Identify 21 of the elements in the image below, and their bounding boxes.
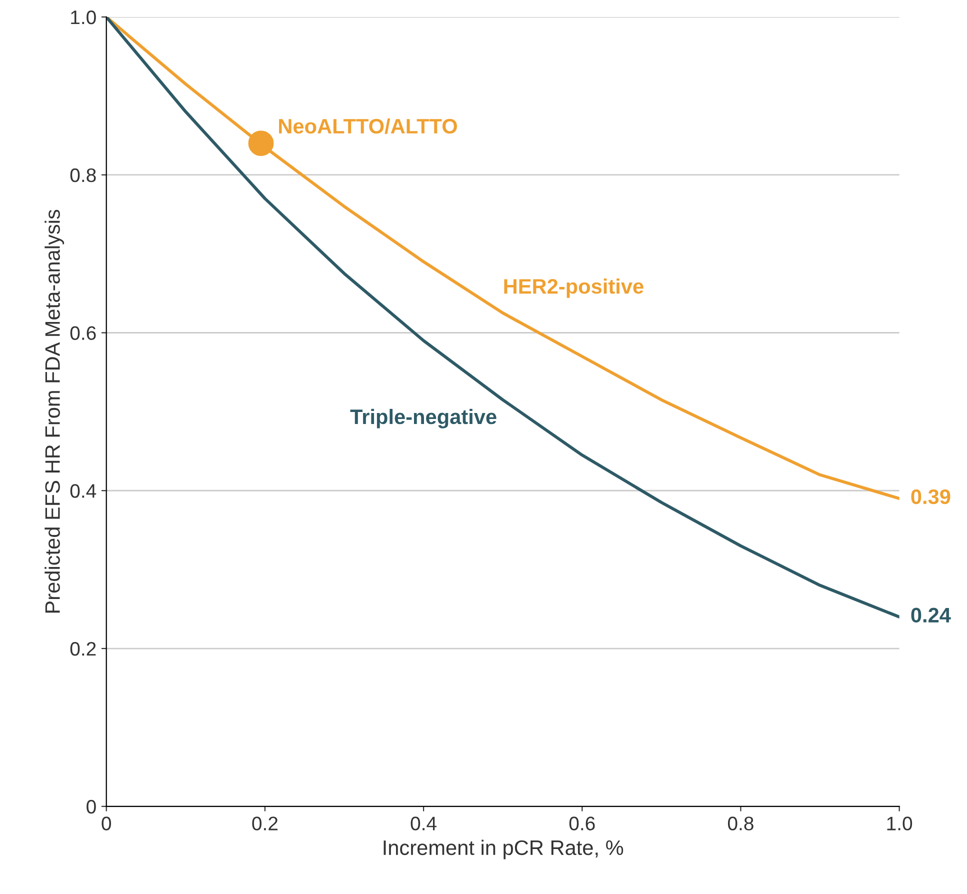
x-tick-label: 0.8: [728, 816, 754, 830]
series-label: NeoALTTO/ALTTO: [279, 118, 457, 134]
data-label: 0.39: [911, 489, 950, 504]
x-tick-label: 1.0: [887, 816, 912, 830]
series-label: Triple-negative: [350, 408, 496, 428]
x-tick-label: 0: [102, 816, 112, 830]
x-tick-label: 0.2: [252, 816, 278, 830]
y-tick-label: 0.6: [70, 326, 96, 340]
y-tick-label: 0.2: [70, 642, 96, 656]
line-series: [106, 16, 900, 618]
y-tick-label: 1.0: [71, 10, 96, 24]
x-axis-title: Increment in pCR Rate, %: [384, 840, 624, 860]
series-label: HER2-positive: [504, 278, 644, 298]
data-label: 0.24: [911, 608, 951, 623]
y-tick-label: 0.8: [70, 168, 96, 182]
y-tick-label: 0.4: [70, 484, 96, 498]
x-tick-label: 0.4: [410, 816, 436, 830]
y-tick-label: 0: [86, 800, 96, 814]
line-series: [106, 16, 900, 500]
y-axis-title: Predicted EFS HR From FDA Meta-analysis: [44, 210, 64, 613]
x-tick-label: 0.6: [569, 816, 595, 830]
